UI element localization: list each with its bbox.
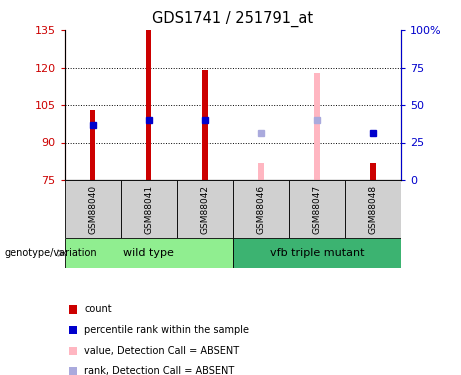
Bar bbox=[65, 238, 233, 268]
Bar bbox=[177, 180, 233, 238]
Bar bbox=[233, 238, 401, 268]
Text: GSM88048: GSM88048 bbox=[368, 184, 378, 234]
Text: GSM88040: GSM88040 bbox=[88, 184, 97, 234]
Text: vfb triple mutant: vfb triple mutant bbox=[270, 248, 364, 258]
Text: count: count bbox=[84, 304, 112, 314]
Title: GDS1741 / 251791_at: GDS1741 / 251791_at bbox=[152, 11, 313, 27]
Text: rank, Detection Call = ABSENT: rank, Detection Call = ABSENT bbox=[84, 366, 235, 375]
Text: value, Detection Call = ABSENT: value, Detection Call = ABSENT bbox=[84, 346, 239, 355]
Text: GSM88041: GSM88041 bbox=[144, 184, 153, 234]
Bar bbox=[90, 110, 95, 180]
Bar bbox=[121, 180, 177, 238]
Bar bbox=[370, 162, 376, 180]
Bar bbox=[314, 72, 320, 180]
Text: wild type: wild type bbox=[123, 248, 174, 258]
Bar bbox=[345, 180, 401, 238]
Bar bbox=[146, 30, 152, 180]
Bar bbox=[202, 70, 207, 180]
Text: GSM88047: GSM88047 bbox=[313, 184, 321, 234]
Text: genotype/variation: genotype/variation bbox=[5, 248, 97, 258]
Bar bbox=[65, 180, 121, 238]
Text: percentile rank within the sample: percentile rank within the sample bbox=[84, 325, 249, 335]
Bar bbox=[258, 162, 264, 180]
Bar bbox=[233, 180, 289, 238]
Text: GSM88046: GSM88046 bbox=[256, 184, 266, 234]
Bar bbox=[289, 180, 345, 238]
Text: GSM88042: GSM88042 bbox=[200, 184, 209, 234]
